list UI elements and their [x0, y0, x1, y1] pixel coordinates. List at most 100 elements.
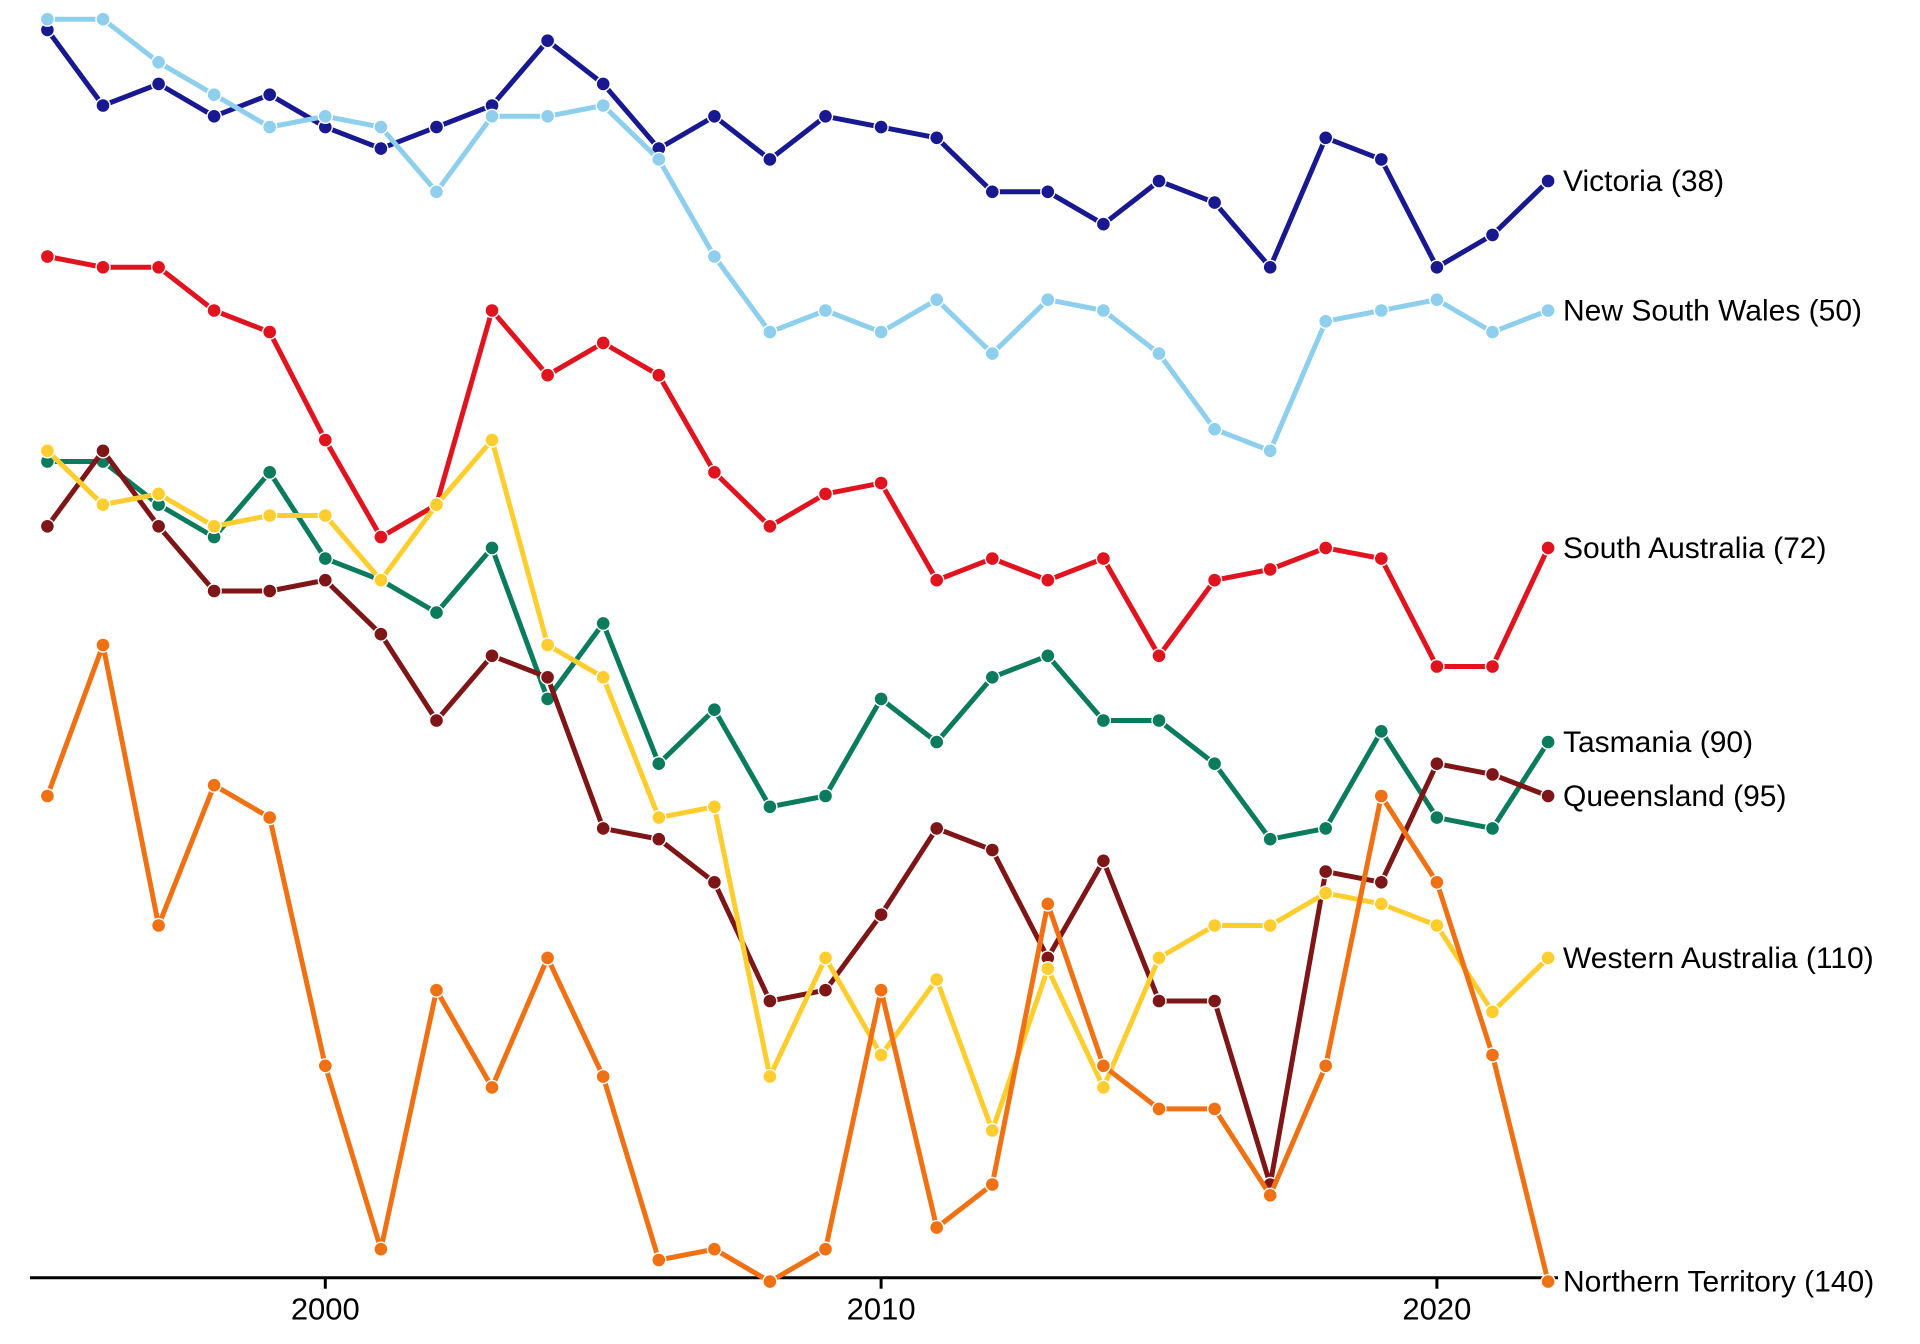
data-point-western-australia-2016	[1206, 917, 1223, 934]
data-point-south-australia-2015	[1151, 648, 1167, 664]
data-point-victoria-2019	[1373, 151, 1390, 168]
data-point-south-australia-1999	[262, 324, 278, 340]
data-point-new-south-wales-2016	[1206, 421, 1223, 437]
data-point-northern-territory-2021	[1484, 1047, 1501, 1063]
data-point-new-south-wales-2003	[484, 108, 500, 125]
data-point-queensland-2003	[484, 648, 500, 664]
series-victoria	[39, 22, 1556, 275]
data-point-queensland-2001	[373, 626, 389, 642]
data-point-queensland-2012	[984, 842, 1000, 858]
data-point-queensland-2004	[539, 669, 556, 685]
x-tick-label: 2020	[1402, 1292, 1471, 1327]
data-point-new-south-wales-2010	[873, 324, 889, 340]
data-point-new-south-wales-2015	[1151, 345, 1167, 362]
data-point-northern-territory-2002	[428, 982, 445, 998]
data-point-western-australia-2008	[762, 1068, 778, 1085]
data-point-tasmania-2022	[1540, 734, 1556, 750]
data-point-tasmania-2018	[1317, 820, 1334, 837]
data-point-victoria-2001	[373, 140, 389, 157]
data-point-new-south-wales-1997	[150, 54, 167, 70]
data-point-tasmania-2012	[984, 669, 1000, 685]
series-line-northern-territory	[44, 642, 1551, 1285]
data-point-western-australia-2002	[428, 497, 445, 513]
data-point-queensland-2020	[1429, 756, 1445, 772]
data-point-south-australia-2005	[595, 335, 611, 351]
data-point-south-australia-2010	[873, 475, 889, 491]
data-point-south-australia-2016	[1206, 572, 1223, 588]
data-point-western-australia-2012	[984, 1122, 1000, 1139]
data-point-tasmania-2002	[428, 604, 445, 621]
series-label-new-south-wales: New South Wales (50)	[1563, 294, 1862, 327]
data-point-northern-territory-2019	[1373, 788, 1390, 804]
data-point-northern-territory-2004	[539, 950, 556, 966]
series-label-south-australia: South Australia (72)	[1563, 532, 1826, 565]
data-point-western-australia-2004	[539, 637, 556, 653]
data-point-victoria-2015	[1151, 173, 1167, 189]
data-point-tasmania-2010	[873, 691, 889, 707]
data-point-northern-territory-2017	[1262, 1187, 1278, 1204]
data-point-south-australia-2004	[539, 367, 556, 383]
data-point-tasmania-2015	[1151, 712, 1167, 729]
data-point-tasmania-2000	[317, 550, 333, 567]
series-labels: Victoria (38) New South Wales (50) South A…	[1563, 165, 1874, 1299]
data-point-victoria-1998	[206, 108, 222, 125]
data-point-queensland-1995	[39, 518, 56, 534]
data-point-queensland-1999	[262, 583, 278, 599]
data-point-northern-territory-2007	[706, 1241, 723, 1257]
data-point-western-australia-2018	[1317, 885, 1334, 901]
data-point-northern-territory-2022	[1540, 1273, 1556, 1290]
data-point-queensland-1996	[95, 443, 111, 459]
data-point-northern-territory-2005	[595, 1068, 611, 1085]
series-line-south-australia	[44, 254, 1551, 669]
data-point-victoria-2005	[595, 76, 611, 92]
data-point-western-australia-2013	[1040, 961, 1056, 977]
data-point-tasmania-2013	[1040, 648, 1056, 664]
data-point-victoria-2014	[1095, 216, 1112, 232]
data-point-south-australia-2021	[1484, 658, 1501, 675]
data-point-south-australia-2008	[762, 518, 778, 534]
data-point-northern-territory-2009	[817, 1241, 834, 1257]
data-point-tasmania-2017	[1262, 831, 1278, 847]
data-point-western-australia-2021	[1484, 1004, 1501, 1020]
data-point-new-south-wales-2009	[817, 302, 834, 319]
data-point-victoria-2008	[762, 151, 778, 168]
data-point-western-australia-2006	[651, 809, 667, 826]
data-point-western-australia-2020	[1429, 917, 1445, 934]
series-label-tasmania: Tasmania (90)	[1563, 726, 1753, 759]
data-point-northern-territory-1997	[150, 917, 167, 934]
data-point-victoria-2022	[1540, 173, 1556, 189]
data-point-new-south-wales-2007	[706, 248, 723, 265]
data-point-victoria-2018	[1317, 130, 1334, 146]
data-point-northern-territory-2014	[1095, 1058, 1112, 1074]
data-point-new-south-wales-2017	[1262, 443, 1278, 459]
data-point-queensland-2018	[1317, 863, 1334, 880]
data-point-south-australia-2014	[1095, 550, 1112, 567]
data-point-new-south-wales-1999	[262, 119, 278, 135]
x-tick-label: 2010	[847, 1292, 916, 1327]
data-point-south-australia-2017	[1262, 561, 1278, 578]
data-point-new-south-wales-1996	[95, 11, 111, 27]
x-tick-label: 2000	[291, 1292, 360, 1327]
data-point-queensland-1998	[206, 583, 222, 599]
data-point-new-south-wales-2005	[595, 97, 611, 114]
series-south-australia	[39, 248, 1556, 675]
data-point-new-south-wales-2001	[373, 119, 389, 135]
data-point-victoria-2012	[984, 184, 1000, 200]
data-point-northern-territory-2016	[1206, 1101, 1223, 1117]
series-line-queensland	[44, 448, 1551, 1187]
data-point-victoria-1997	[150, 76, 167, 92]
data-point-new-south-wales-2018	[1317, 313, 1334, 329]
data-point-western-australia-2000	[317, 507, 333, 524]
data-point-western-australia-1999	[262, 507, 278, 524]
data-point-south-australia-2000	[317, 432, 333, 448]
data-point-south-australia-2019	[1373, 550, 1390, 567]
data-point-northern-territory-1999	[262, 809, 278, 826]
series-label-victoria: Victoria (38)	[1563, 165, 1724, 198]
data-point-tasmania-2006	[651, 756, 667, 772]
data-point-victoria-2011	[929, 130, 945, 146]
data-point-northern-territory-1998	[206, 777, 222, 793]
data-point-south-australia-2018	[1317, 540, 1334, 556]
data-point-south-australia-2013	[1040, 572, 1056, 588]
data-point-new-south-wales-2021	[1484, 324, 1501, 340]
data-point-western-australia-1995	[39, 443, 56, 459]
